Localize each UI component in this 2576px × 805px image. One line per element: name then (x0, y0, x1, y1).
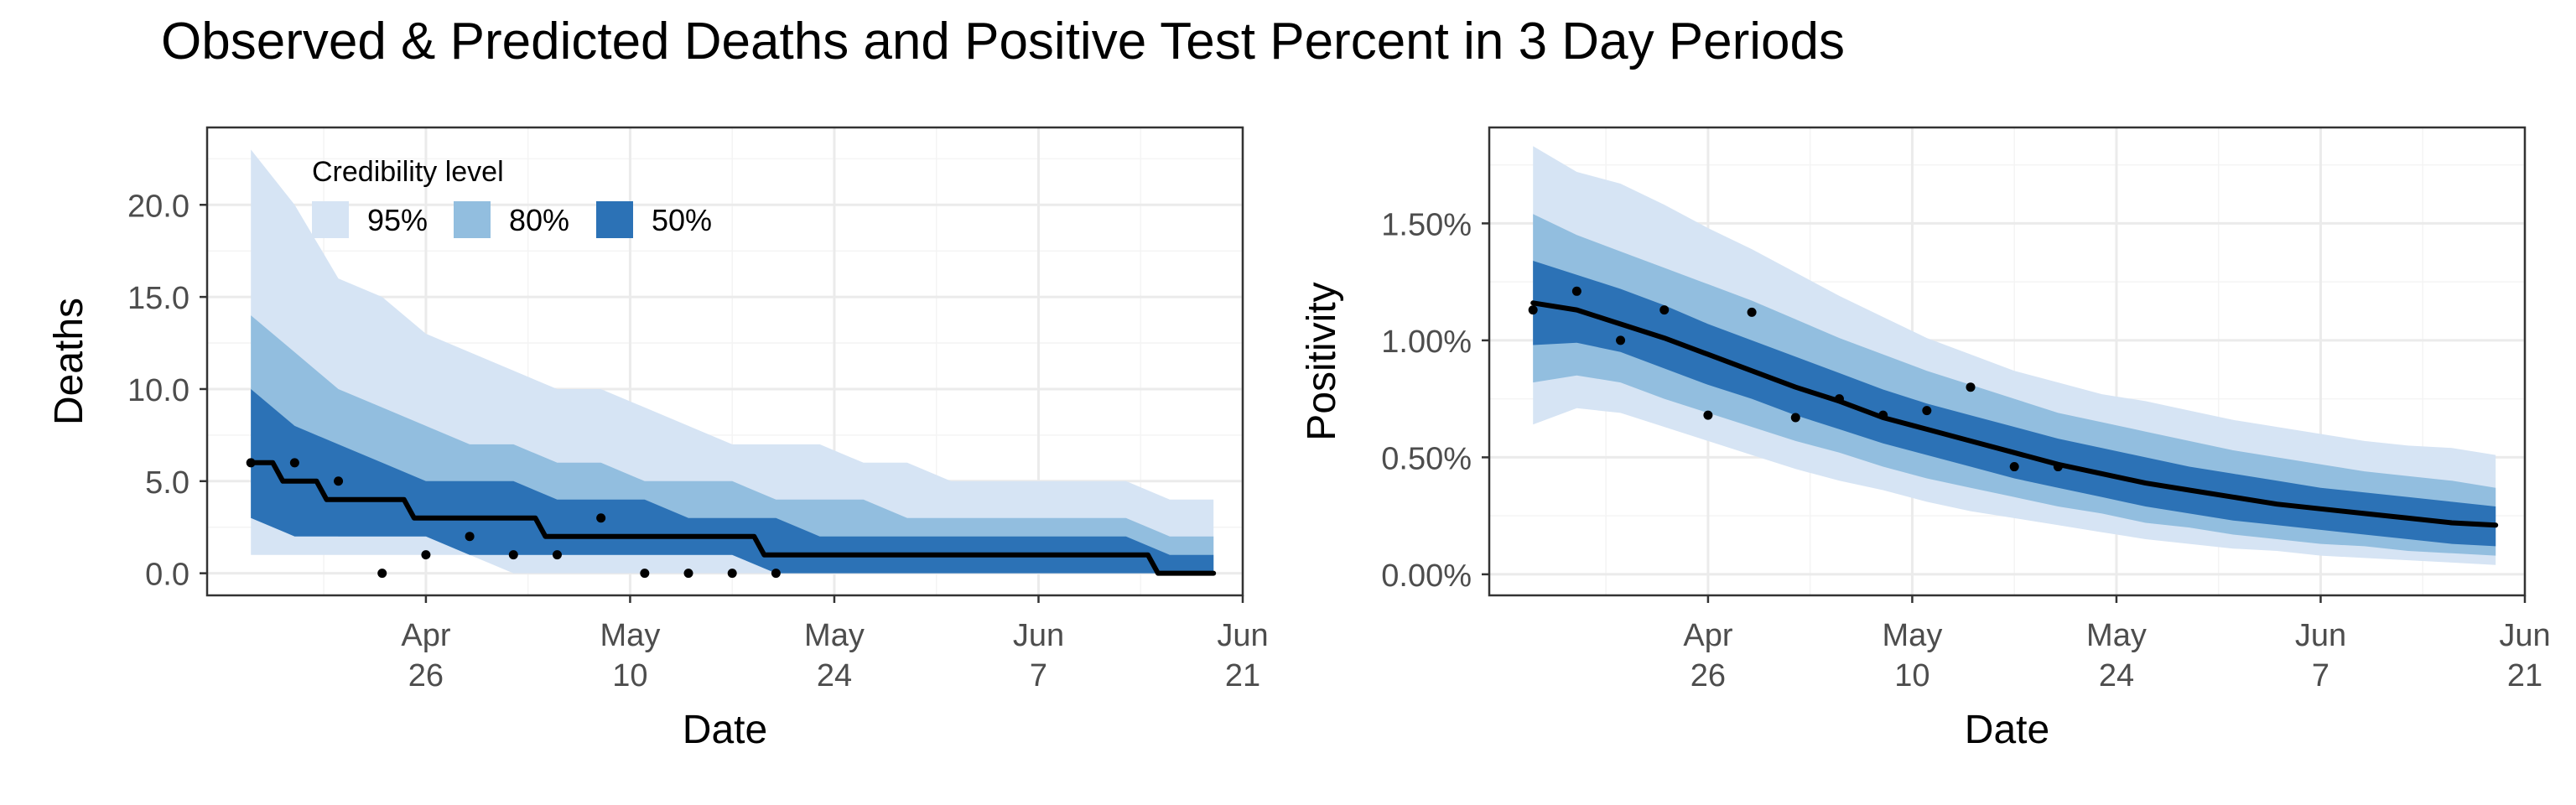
credibility-band-80 (1533, 214, 2496, 556)
panel-border (205, 126, 1244, 597)
credibility-band-50 (251, 389, 1214, 574)
observed-point (1571, 286, 1581, 296)
observed-point (683, 569, 693, 579)
figure-title: Observed & Predicted Deaths and Positive… (161, 13, 1846, 70)
x-tick-label-month: May (804, 618, 865, 653)
x-tick-label-month: Apr (1683, 618, 1732, 653)
observed-point (2009, 462, 2019, 472)
x-tick-label-day: 7 (2312, 658, 2329, 693)
x-tick-label-month: Apr (401, 618, 450, 653)
legend-title: Credibility level (312, 156, 504, 188)
legend-label: 50% (652, 203, 712, 237)
observed-point (1922, 406, 1932, 416)
x-tick-label-day: 10 (612, 658, 647, 693)
x-tick-label-month: May (2086, 618, 2147, 653)
y-axis-title: Deaths (47, 298, 91, 425)
observed-point (2053, 462, 2063, 472)
legend-label: 95% (367, 203, 428, 237)
observed-point (1659, 305, 1670, 315)
legend-swatch-95 (312, 201, 349, 238)
observed-point (1616, 335, 1626, 345)
observed-point (421, 550, 431, 560)
observed-point (1834, 394, 1844, 404)
x-tick-label-month: May (600, 618, 661, 653)
plot-area (246, 149, 1217, 579)
x-tick-label-month: Jun (2499, 618, 2550, 653)
observed-point (289, 458, 299, 468)
observed-point (1528, 305, 1538, 315)
legend-label: 80% (509, 203, 569, 237)
y-tick-label: 10.0 (127, 373, 190, 408)
y-tick-label: 15.0 (127, 281, 190, 316)
x-tick-label-day: 21 (2507, 658, 2542, 693)
observed-point (465, 532, 475, 542)
x-tick-label-day: 21 (1225, 658, 1260, 693)
y-tick-label: 1.50% (1381, 207, 1472, 242)
x-tick-label-day: 10 (1894, 658, 1929, 693)
legend-swatch-50 (596, 201, 633, 238)
y-tick-label: 5.0 (145, 465, 190, 501)
observed-point (1878, 410, 1888, 420)
observed-point (508, 550, 518, 560)
observed-point (640, 569, 650, 579)
x-axis-title: Date (1965, 708, 2049, 752)
chart-panel-1: 0.0 5.0 10.0 15.0 20.0 Apr 26 May 10 May 24 Jun 7 Jun… (47, 126, 1269, 752)
observed-point (334, 476, 344, 486)
plot-area (1528, 146, 2499, 565)
x-tick-label-month: Jun (2295, 618, 2346, 653)
y-tick-label: 20.0 (127, 189, 190, 224)
observed-point (1703, 410, 1713, 420)
legend-swatch-80 (454, 201, 491, 238)
x-tick-label-day: 26 (1690, 658, 1726, 693)
x-axis-title: Date (683, 708, 767, 752)
x-tick-label-day: 24 (2099, 658, 2134, 693)
observed-point (1747, 307, 1757, 317)
x-tick-label-month: May (1883, 618, 1943, 653)
observed-point (1790, 413, 1800, 423)
observed-point (771, 569, 781, 579)
y-tick-label: 0.00% (1381, 558, 1472, 594)
median-line (248, 460, 1217, 576)
panel-border (1488, 126, 2527, 597)
x-tick-label-month: Jun (1217, 618, 1268, 653)
y-tick-label: 0.0 (145, 558, 190, 593)
observed-point (377, 569, 387, 579)
chart-panel-2: 0.00% 0.50% 1.00% 1.50% Apr 26 May 10 May 24 Jun 7 J… (1300, 126, 2551, 752)
x-tick-label-day: 24 (817, 658, 852, 693)
observed-point (246, 458, 256, 468)
observed-point (596, 513, 606, 523)
x-tick-label-month: Jun (1013, 618, 1064, 653)
y-axis-title: Positivity (1300, 282, 1344, 440)
x-tick-label-day: 7 (1030, 658, 1047, 693)
y-tick-label: 0.50% (1381, 441, 1472, 476)
y-tick-label: 1.00% (1381, 325, 1472, 360)
observed-point (552, 550, 562, 560)
observed-point (727, 569, 737, 579)
median-line (1530, 300, 2499, 528)
legend: Credibility level 95% 80% 50% (312, 156, 712, 238)
observed-point (1966, 382, 1976, 392)
x-tick-label-day: 26 (408, 658, 444, 693)
